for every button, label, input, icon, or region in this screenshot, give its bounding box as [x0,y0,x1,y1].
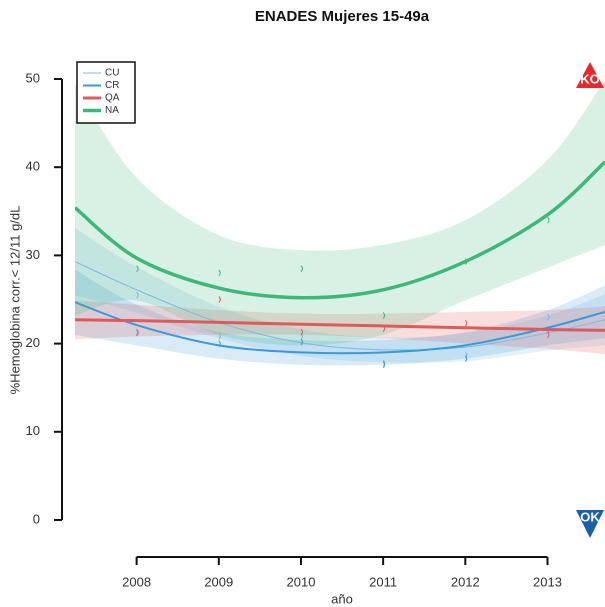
y-axis-label: %Hemoglobina corr.< 12/11 g/dL [7,206,22,395]
confidence-band [75,228,605,363]
data-point [218,340,221,347]
y-tick-label: 30 [26,247,40,262]
data-point [300,328,303,336]
data-point [547,313,550,321]
y-tick-label: 10 [26,423,40,438]
legend-label: CR [105,80,119,91]
x-tick-label: 2012 [451,574,480,589]
confidence-band [75,79,605,346]
legend-box [76,61,136,124]
plot-area [75,79,605,369]
ko-badge-text: KO [580,71,600,86]
data-point [382,312,386,319]
legend-label: NA [105,105,119,116]
data-point [464,319,468,327]
data-point [136,329,139,337]
data-point [218,269,221,277]
data-point [300,338,303,346]
legend-label: QA [105,93,120,104]
x-tick-label: 2009 [204,574,233,589]
data-point [136,291,139,299]
confidence-band [75,269,605,366]
data-point [547,216,550,224]
data-point [464,258,468,265]
y-tick-label: 20 [26,335,40,350]
x-tick-label: 2010 [287,574,316,589]
data-point [547,331,550,339]
ko-badge [576,62,604,88]
trend-line [75,301,605,355]
ok-badge-text: OK [580,509,600,524]
data-point [382,361,386,369]
y-tick-label: 0 [33,511,40,526]
data-point [218,333,221,340]
data-point [218,296,221,303]
x-tick-label: 2008 [122,574,151,589]
chart-title: ENADES Mujeres 15-49a [255,8,430,25]
x-axis-label: año [331,591,353,606]
trend-line [75,261,605,351]
ok-badge [576,510,604,538]
y-tick-label: 50 [26,70,40,85]
data-point [136,265,139,272]
trend-line [75,160,605,300]
data-point [382,325,386,332]
y-tick-label: 40 [26,159,40,174]
data-point [300,265,303,272]
data-point [464,351,468,359]
x-tick-label: 2011 [369,574,397,589]
confidence-band [75,300,605,355]
x-tick-label: 2013 [533,574,562,589]
trend-line [75,318,605,332]
legend-label: CU [105,68,119,79]
data-point [464,355,468,362]
